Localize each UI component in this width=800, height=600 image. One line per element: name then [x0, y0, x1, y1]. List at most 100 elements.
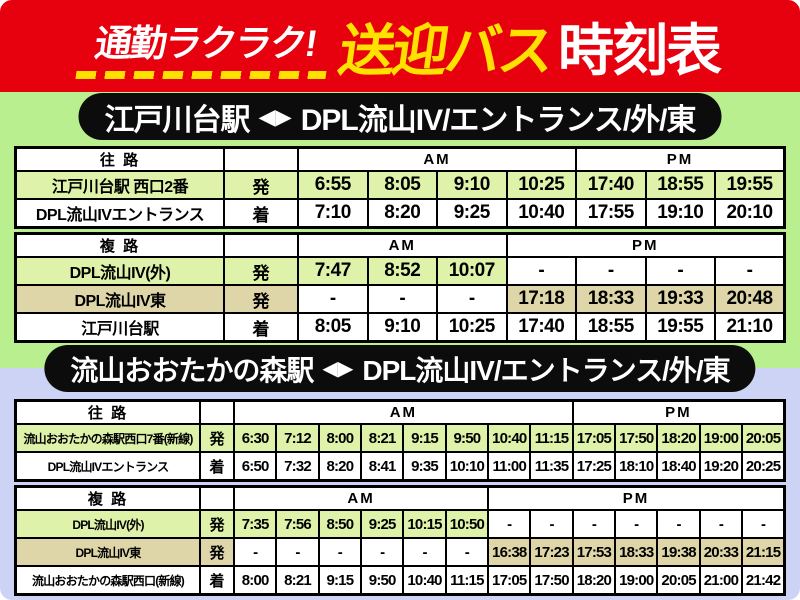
time-cell: 6:55 [297, 170, 369, 200]
time-cell: 8:41 [360, 451, 405, 482]
time-cell: 9:10 [366, 312, 438, 343]
depart-arrive-mark-cell: 発 [223, 170, 299, 200]
station-cell: DPL流山IV東 [14, 284, 225, 314]
time-cell: 6:50 [232, 451, 278, 482]
time-cell: 21:15 [741, 537, 786, 567]
time-cell: 17:05 [487, 565, 532, 596]
timetable-otakanomori-return: 複 路 AM PM DPL流山IV(外) 発 7:35 7:56 8:50 9:25 10:15 1… [14, 485, 786, 596]
time-cell: 10:50 [444, 509, 490, 539]
bidirectional-arrows-icon: ◀▶ [322, 358, 354, 380]
time-cell: - [366, 284, 438, 314]
am-header-cell: AM [232, 485, 490, 511]
banner-from-station: 江戸川台駅 [104, 103, 251, 137]
time-cell: 10:40 [505, 198, 577, 229]
depart-arrive-mark-cell: 発 [199, 423, 235, 453]
time-cell: 7:10 [297, 198, 369, 229]
time-cell: 17:25 [571, 451, 617, 482]
time-cell: 10:25 [436, 312, 508, 343]
catchphrase-block: 通勤ラクラク! [75, 13, 334, 79]
time-cell: - [232, 537, 278, 567]
time-cell: 19:38 [656, 537, 701, 567]
depart-arrive-mark-cell: 着 [199, 565, 235, 596]
time-cell: 7:12 [275, 423, 320, 453]
time-cell: 8:00 [317, 423, 363, 453]
timetable-edogawadai-outbound: 往 路 AM PM 江戸川台駅 西口2番発 6:55 8:05 9:10 10:25 17:40… [14, 146, 786, 229]
station-cell: DPL流山IV東 [14, 537, 201, 567]
time-cell: 8:20 [317, 451, 363, 482]
time-cell: 8:00 [232, 565, 278, 596]
time-cell: 17:53 [571, 537, 617, 567]
depart-arrive-mark-cell: 発 [199, 509, 235, 539]
depart-arrive-mark-cell: 着 [223, 312, 299, 343]
time-cell: 8:05 [297, 312, 369, 343]
time-cell: 18:33 [614, 537, 659, 567]
station-cell: 江戸川台駅 西口2番 [14, 170, 225, 200]
time-cell: 7:35 [232, 509, 278, 539]
station-cell: 流山おおたかの森駅西口(新線) [14, 565, 201, 596]
time-cell: 9:15 [402, 423, 447, 453]
route-direction-label-cell: 複 路 [14, 485, 201, 511]
time-cell: 20:25 [741, 451, 786, 482]
empty-header-cell [223, 146, 299, 172]
time-cell: 9:25 [360, 509, 405, 539]
time-cell: 17:18 [505, 284, 577, 314]
station-cell: DPL流山IV(外) [14, 256, 225, 286]
time-cell: 10:15 [402, 509, 447, 539]
bidirectional-arrows-icon: ◀▶ [258, 103, 292, 129]
time-cell: - [529, 509, 574, 539]
time-cell: 6:30 [232, 423, 278, 453]
timetable-row: DPL流山IV(外) 発 7:47 8:52 10:07- - - - [14, 256, 786, 286]
bus-title-text: 送迎バス [335, 18, 556, 82]
time-cell: 17:23 [529, 537, 574, 567]
time-cell: 16:38 [487, 537, 532, 567]
time-cell: 10:07 [436, 256, 508, 286]
time-cell: 9:15 [317, 565, 363, 596]
timetable-header-row: 複 路 AM PM [14, 485, 786, 511]
timetable-header-row: 往 路 AM PM [14, 399, 786, 425]
time-cell: - [571, 509, 617, 539]
time-cell: 18:55 [575, 312, 647, 343]
time-cell: 17:05 [571, 423, 617, 453]
time-cell: 10:40 [402, 565, 447, 596]
time-cell: 11:35 [529, 451, 574, 482]
time-cell: 19:10 [644, 198, 716, 229]
time-cell: 11:00 [487, 451, 532, 482]
station-cell: DPL流山IV(外) [14, 509, 201, 539]
pm-header-cell: PM [505, 232, 786, 258]
time-cell: 8:05 [366, 170, 438, 200]
timetable-row: DPL流山IVエントランス着 7:10 8:20 9:25 10:40 17:55 19:1… [14, 198, 786, 229]
time-cell: 7:32 [275, 451, 320, 482]
time-cell: 11:15 [444, 565, 490, 596]
time-cell: 17:50 [614, 423, 659, 453]
timetable-edogawadai-return: 複 路 AM PM DPL流山IV(外) 発 7:47 8:52 10:07- - - - DPL流山… [14, 232, 786, 343]
time-cell: - [656, 509, 701, 539]
station-cell: DPL流山IVエントランス [14, 198, 225, 229]
time-cell: - [741, 509, 786, 539]
depart-arrive-mark-cell: 着 [223, 198, 299, 229]
timetable-row: 江戸川台駅着 8:05 9:10 10:25 17:40 18:55 19:55 21:10 [14, 312, 786, 343]
station-cell: 流山おおたかの森駅西口7番(新線) [14, 423, 201, 453]
route-direction-label-cell: 往 路 [14, 146, 225, 172]
time-cell: 9:35 [402, 451, 447, 482]
time-cell: 18:20 [656, 423, 701, 453]
pm-header-cell: PM [487, 485, 786, 511]
time-cell: 7:56 [275, 509, 320, 539]
banner-to-destination: DPL流山IV/エントランス/外/東 [362, 354, 730, 386]
timetable-row: DPL流山IV(外) 発 7:35 7:56 8:50 9:25 10:15 10:50- - -… [14, 509, 786, 539]
time-cell: - [275, 537, 320, 567]
time-cell: 19:20 [698, 451, 744, 482]
timetable-otakanomori-outbound: 往 路 AM PM 流山おおたかの森駅西口7番(新線) 発 6:30 7:12 8:00 8:2… [14, 399, 786, 482]
banner-from-station: 流山おおたかの森駅 [70, 354, 314, 386]
time-cell: 18:20 [571, 565, 617, 596]
time-cell: - [644, 256, 716, 286]
time-cell: 21:42 [741, 565, 786, 596]
depart-arrive-mark-cell: 発 [223, 256, 299, 286]
time-cell: 19:00 [698, 423, 744, 453]
time-cell: 20:48 [714, 284, 786, 314]
time-cell: - [505, 256, 577, 286]
timetable-row: 江戸川台駅 西口2番発 6:55 8:05 9:10 10:25 17:40 18:55 19… [14, 170, 786, 200]
time-cell: 19:00 [614, 565, 659, 596]
catchphrase-text: 通勤ラクラク! [92, 23, 319, 64]
time-cell: 20:33 [698, 537, 744, 567]
